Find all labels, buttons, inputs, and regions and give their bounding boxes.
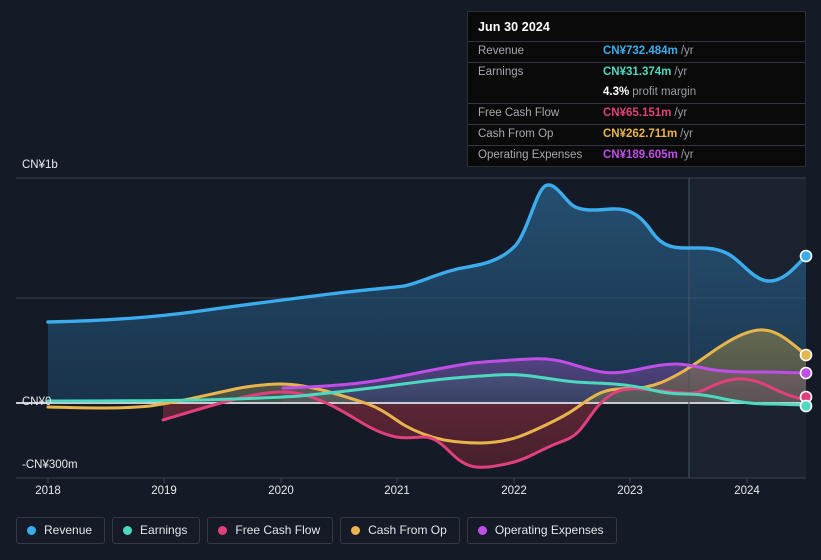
tooltip-value-profit-margin: 4.3% — [603, 86, 630, 98]
tooltip-unit-revenue: /yr — [680, 45, 694, 57]
endpoint-revenue — [799, 249, 813, 263]
x-tick-2020: 2020 — [268, 485, 294, 497]
legend-dot-earnings — [123, 526, 133, 535]
x-axis-ticks — [47, 478, 748, 483]
tooltip-unit-profit-margin: profit margin — [632, 86, 697, 98]
freecashflow-area-negative — [163, 403, 806, 468]
tooltip-row-revenue: Revenue CN¥732.484m /yr — [468, 41, 805, 62]
x-tick-2018: 2018 — [35, 485, 61, 497]
tooltip-row-profit-margin: 4.3% profit margin — [468, 83, 805, 103]
legend-label-earnings: Earnings — [140, 523, 188, 537]
endpoint-operating-expenses — [799, 366, 813, 380]
revenue-line — [46, 183, 806, 324]
freecashflow-line — [161, 377, 806, 469]
x-tick-2019: 2019 — [151, 485, 177, 497]
tooltip-label-cash-from-op: Cash From Op — [478, 128, 554, 140]
tooltip-value-free-cash-flow: CN¥65.151m — [603, 107, 672, 119]
legend-dot-free-cash-flow — [218, 526, 228, 535]
opex-line — [281, 357, 806, 390]
tooltip-unit-free-cash-flow: /yr — [674, 107, 688, 119]
legend-item-earnings[interactable]: Earnings — [112, 517, 201, 544]
endpoint-cash-from-op — [799, 348, 813, 362]
tooltip-date: Jun 30 2024 — [478, 20, 550, 34]
legend-label-operating-expenses: Operating Expenses — [494, 523, 604, 537]
endpoint-markers — [799, 249, 813, 413]
cashfromop-line — [46, 328, 806, 445]
tooltip-value-revenue: CN¥732.484m — [603, 45, 678, 57]
tooltip-label-operating-expenses: Operating Expenses — [478, 149, 583, 161]
legend-label-free-cash-flow: Free Cash Flow — [235, 523, 321, 537]
revenue-area — [48, 185, 806, 403]
tooltip-row-earnings: Earnings CN¥31.374m /yr — [468, 62, 805, 83]
legend-item-operating-expenses[interactable]: Operating Expenses — [466, 517, 617, 544]
legend-dot-cash-from-op — [351, 526, 361, 535]
x-tick-2022: 2022 — [501, 485, 527, 497]
x-tick-2023: 2023 — [617, 485, 643, 497]
tooltip-label-free-cash-flow: Free Cash Flow — [478, 107, 560, 119]
chart-tooltip: Jun 30 2024 Revenue CN¥732.484m /yr Earn… — [467, 11, 806, 167]
tooltip-row-free-cash-flow: Free Cash Flow CN¥65.151m /yr — [468, 103, 805, 124]
legend-item-cash-from-op[interactable]: Cash From Op — [340, 517, 460, 544]
tooltip-unit-earnings: /yr — [674, 66, 688, 78]
tooltip-unit-cash-from-op: /yr — [680, 128, 693, 140]
legend-dot-operating-expenses — [477, 526, 487, 535]
chart-legend: Revenue Earnings Free Cash Flow Cash Fro… — [16, 517, 617, 544]
tooltip-value-earnings: CN¥31.374m — [603, 66, 672, 78]
endpoint-earnings — [799, 399, 813, 413]
legend-dot-revenue — [27, 526, 36, 535]
legend-item-free-cash-flow[interactable]: Free Cash Flow — [207, 517, 334, 544]
tooltip-row-operating-expenses: Operating Expenses CN¥189.605m /yr — [468, 145, 805, 166]
earnings-area — [48, 374, 806, 405]
legend-label-cash-from-op: Cash From Op — [368, 523, 447, 537]
y-axis-label-bottom: -CN¥300m — [22, 459, 78, 471]
y-axis-label-top: CN¥1b — [22, 159, 58, 171]
legend-item-revenue[interactable]: Revenue — [16, 517, 106, 544]
tooltip-unit-operating-expenses: /yr — [680, 149, 694, 161]
x-tick-2021: 2021 — [384, 485, 410, 497]
legend-label-revenue: Revenue — [44, 523, 93, 537]
tooltip-label-revenue: Revenue — [478, 45, 525, 57]
cashfromop-area-positive — [48, 329, 806, 403]
x-tick-2024: 2024 — [734, 485, 760, 497]
tooltip-label-earnings: Earnings — [478, 66, 524, 78]
tooltip-row-cash-from-op: Cash From Op CN¥262.711m /yr — [468, 124, 805, 145]
y-axis-label-zero: CN¥0 — [22, 396, 52, 408]
tooltip-value-cash-from-op: CN¥262.711m — [603, 128, 678, 140]
earnings-line — [46, 373, 806, 407]
tooltip-value-operating-expenses: CN¥189.605m — [603, 149, 678, 161]
